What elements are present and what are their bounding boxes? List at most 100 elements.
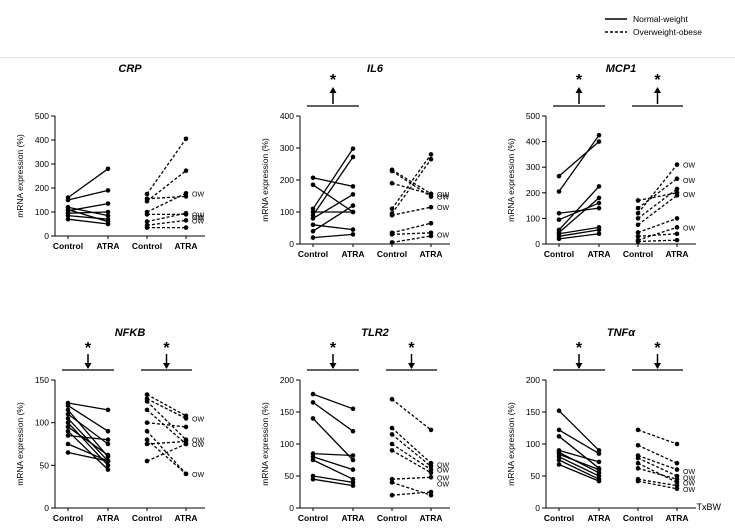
data-point [310,457,316,463]
data-point [674,480,680,485]
overweight-line [146,170,187,202]
data-point [635,455,641,461]
ow-label: OW [437,482,449,489]
data-point [65,441,71,447]
data-point [428,152,434,157]
y-tick-label: 300 [526,162,540,172]
panel-title: NFKB [115,327,146,339]
data-point [350,457,356,463]
y-tick-label: 400 [526,137,540,147]
data-point [144,458,150,464]
normal-weight-line [558,463,600,482]
data-point [674,441,680,447]
normal-weight-line [67,218,109,225]
y-tick-label: 100 [526,439,540,449]
data-point [310,222,316,228]
legend-overweight-label: Overweight-obese [633,27,702,37]
x-tick-label: Control [298,249,328,259]
overweight-line [637,233,678,237]
y-axis-label: mRNA expression (%) [260,402,270,486]
normal-weight-line [67,214,109,220]
overweight-line [637,478,678,487]
y-tick-label: 50 [531,471,541,481]
data-point [389,448,395,453]
normal-weight-line [558,456,600,477]
data-point [183,168,189,174]
normal-weight-line [312,478,354,487]
ow-label: OW [683,469,695,476]
y-tick-label: 200 [526,188,540,198]
data-point [389,396,395,402]
data-point [183,471,189,477]
normal-weight-line [558,197,600,233]
data-point [144,407,150,413]
normal-weight-line [312,193,354,219]
x-tick-label: ATRA [97,513,120,523]
y-tick-label: 200 [280,375,294,385]
data-point [389,480,395,485]
overweight-line [391,182,432,196]
overweight-line [637,226,678,241]
data-point [350,146,356,151]
data-point [144,420,150,425]
data-point [65,420,71,425]
data-point [674,476,680,482]
data-point [674,467,680,472]
y-tick-label: 200 [35,183,49,193]
data-point [350,192,356,197]
data-point [105,221,111,227]
y-tick-label: 150 [526,407,540,417]
x-tick-label: ATRA [588,249,611,259]
arrow-down-icon [84,363,92,369]
x-tick-label: ATRA [342,249,365,259]
normal-weight-line [558,410,600,451]
panel-title: IL6 [367,63,384,75]
data-point [674,176,680,182]
data-point [674,216,680,221]
y-tick-label: 50 [285,471,295,481]
legend: Normal-weight Overweight-obese [605,14,702,37]
legend-normal-label: Normal-weight [633,14,688,24]
overweight-line [637,454,678,471]
overweight-line [637,194,678,226]
overweight-line [391,232,432,236]
normal-weight-line [312,393,354,410]
data-point [105,428,111,434]
y-axis-label: mRNA expression (%) [15,134,25,218]
overweight-line [391,476,432,480]
overweight-line [146,439,187,475]
data-point [310,175,316,181]
data-point [674,162,680,167]
data-point [144,428,150,434]
data-point [65,424,71,430]
x-tick-label: ATRA [420,513,443,523]
y-tick-label: 0 [44,503,49,513]
data-point [635,442,641,448]
data-point [635,427,641,433]
data-point [310,451,316,456]
data-point [350,480,356,485]
data-point [65,433,71,438]
data-point [144,225,150,230]
ow-label: OW [437,205,449,212]
ow-label: OW [683,487,695,494]
data-point [310,206,316,212]
data-point [635,466,641,471]
ow-label: OW [683,163,695,170]
arrow-down-icon [408,363,415,369]
x-tick-label: Control [132,241,162,251]
overweight-line [637,178,678,209]
normal-weight-line [312,205,354,232]
data-point [428,492,434,498]
data-point [310,476,316,482]
ow-label: OW [683,480,695,487]
data-point [674,473,680,479]
data-point [310,212,316,218]
y-axis-label: mRNA expression (%) [15,402,25,486]
overweight-line [637,188,678,219]
ow-label: OW [192,191,204,198]
normal-weight-line [67,430,109,471]
data-point [596,451,602,456]
data-point [144,437,150,443]
